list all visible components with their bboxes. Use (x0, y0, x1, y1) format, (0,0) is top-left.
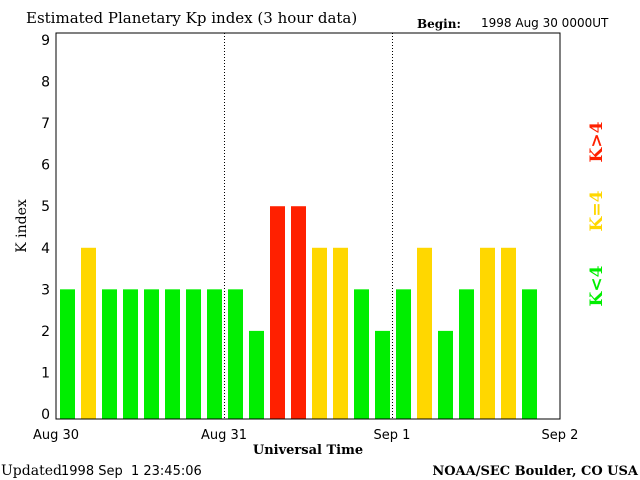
legend-mid: K=4 (587, 190, 607, 231)
kp-bar (270, 206, 285, 419)
y-tick-label: 0 (41, 407, 50, 423)
kp-bar (396, 289, 411, 419)
y-tick-label: 6 (41, 158, 50, 174)
begin-value: 1998 Aug 30 0000UT (481, 16, 609, 30)
y-tick-label: 3 (41, 282, 50, 298)
kp-bar (186, 289, 201, 419)
kp-bar (144, 289, 159, 419)
kp-bar (60, 289, 75, 419)
kp-bar (123, 289, 138, 419)
kp-bar (354, 289, 369, 419)
kp-bar (480, 247, 495, 419)
y-tick-label: 9 (41, 33, 50, 49)
y-axis-label: K index (14, 199, 30, 253)
legend-high: K>4 (587, 121, 607, 162)
plot-frame (55, 32, 561, 420)
kp-bar (333, 247, 348, 419)
chart-title: Estimated Planetary Kp index (3 hour dat… (26, 9, 357, 27)
kp-bar (249, 330, 264, 419)
kp-bar (102, 289, 117, 419)
kp-bar (312, 247, 327, 419)
kp-bar (459, 289, 474, 419)
begin-label: Begin: (417, 17, 461, 31)
kp-bar (207, 289, 222, 419)
x-tick-label: Aug 31 (201, 428, 247, 443)
updated-label: Updated (1, 463, 62, 479)
credit: NOAA/SEC Boulder, CO USA (432, 464, 639, 479)
updated-value: 1998 Sep 1 23:45:06 (61, 464, 202, 479)
kp-bar (417, 247, 432, 419)
kp-bar (81, 247, 96, 419)
y-tick-label: 1 (41, 365, 50, 381)
kp-bar (375, 330, 390, 419)
x-tick-label: Aug 30 (33, 428, 79, 443)
kp-bar (501, 247, 516, 419)
kp-bar (522, 289, 537, 419)
y-tick-label: 4 (41, 241, 50, 257)
y-tick-label: 8 (41, 75, 50, 91)
x-axis-label: Universal Time (253, 443, 363, 458)
y-tick-label: 2 (41, 324, 50, 340)
x-tick-label: Sep 2 (542, 428, 579, 443)
kp-bar (438, 330, 453, 419)
kp-bar (165, 289, 180, 419)
x-tick-label: Sep 1 (374, 428, 411, 443)
kp-bar (291, 206, 306, 419)
legend-low: K<4 (587, 265, 607, 306)
y-tick-label: 5 (41, 199, 50, 215)
kp-bar (228, 289, 243, 419)
y-tick-label: 7 (41, 116, 50, 132)
